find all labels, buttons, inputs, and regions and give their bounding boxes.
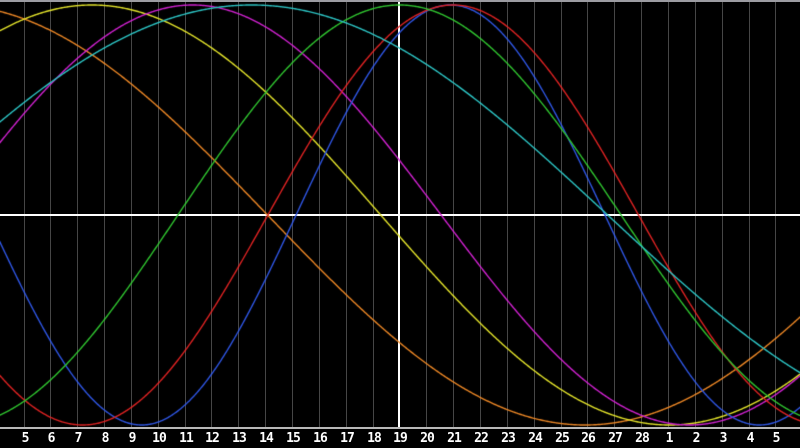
x-axis-label: 25 — [555, 431, 570, 446]
x-axis-label: 7 — [74, 431, 83, 446]
x-axis-label: 18 — [367, 431, 382, 446]
top-border — [0, 0, 800, 2]
x-axis-label: 23 — [501, 431, 516, 446]
x-axis-label: 10 — [152, 431, 167, 446]
x-axis-label: 4 — [746, 431, 755, 446]
x-axis-label: 5 — [21, 431, 30, 446]
x-axis-label: 22 — [474, 431, 489, 446]
x-axis-label: 6 — [47, 431, 56, 446]
x-axis-label: 28 — [635, 431, 650, 446]
x-axis-label: 3 — [719, 431, 728, 446]
x-axis-label: 2 — [692, 431, 701, 446]
x-axis-label: 8 — [101, 431, 110, 446]
x-axis-label: 20 — [420, 431, 435, 446]
x-axis-label: 19 — [393, 431, 408, 446]
x-axis-label: 5 — [772, 431, 781, 446]
x-axis-label: 21 — [447, 431, 462, 446]
x-axis-label: 13 — [232, 431, 247, 446]
x-axis-label: 11 — [179, 431, 194, 446]
x-axis-line — [0, 427, 800, 429]
plot-area — [0, 0, 800, 429]
x-axis-label: 9 — [128, 431, 137, 446]
curves-canvas — [0, 0, 800, 429]
x-axis-label: 16 — [313, 431, 328, 446]
x-axis-label: 14 — [259, 431, 274, 446]
x-axis-label: 12 — [205, 431, 220, 446]
x-axis: 5 6 7 8 9 10 11 12 13 14 15 16 17 18 19 20 21 22 23 24 25 26 2… — [0, 429, 800, 448]
x-axis-label: 1 — [665, 431, 674, 446]
x-axis-label: 26 — [581, 431, 596, 446]
x-axis-label: 17 — [340, 431, 355, 446]
x-axis-label: 15 — [286, 431, 301, 446]
x-axis-label: 27 — [608, 431, 623, 446]
x-axis-label: 24 — [528, 431, 543, 446]
